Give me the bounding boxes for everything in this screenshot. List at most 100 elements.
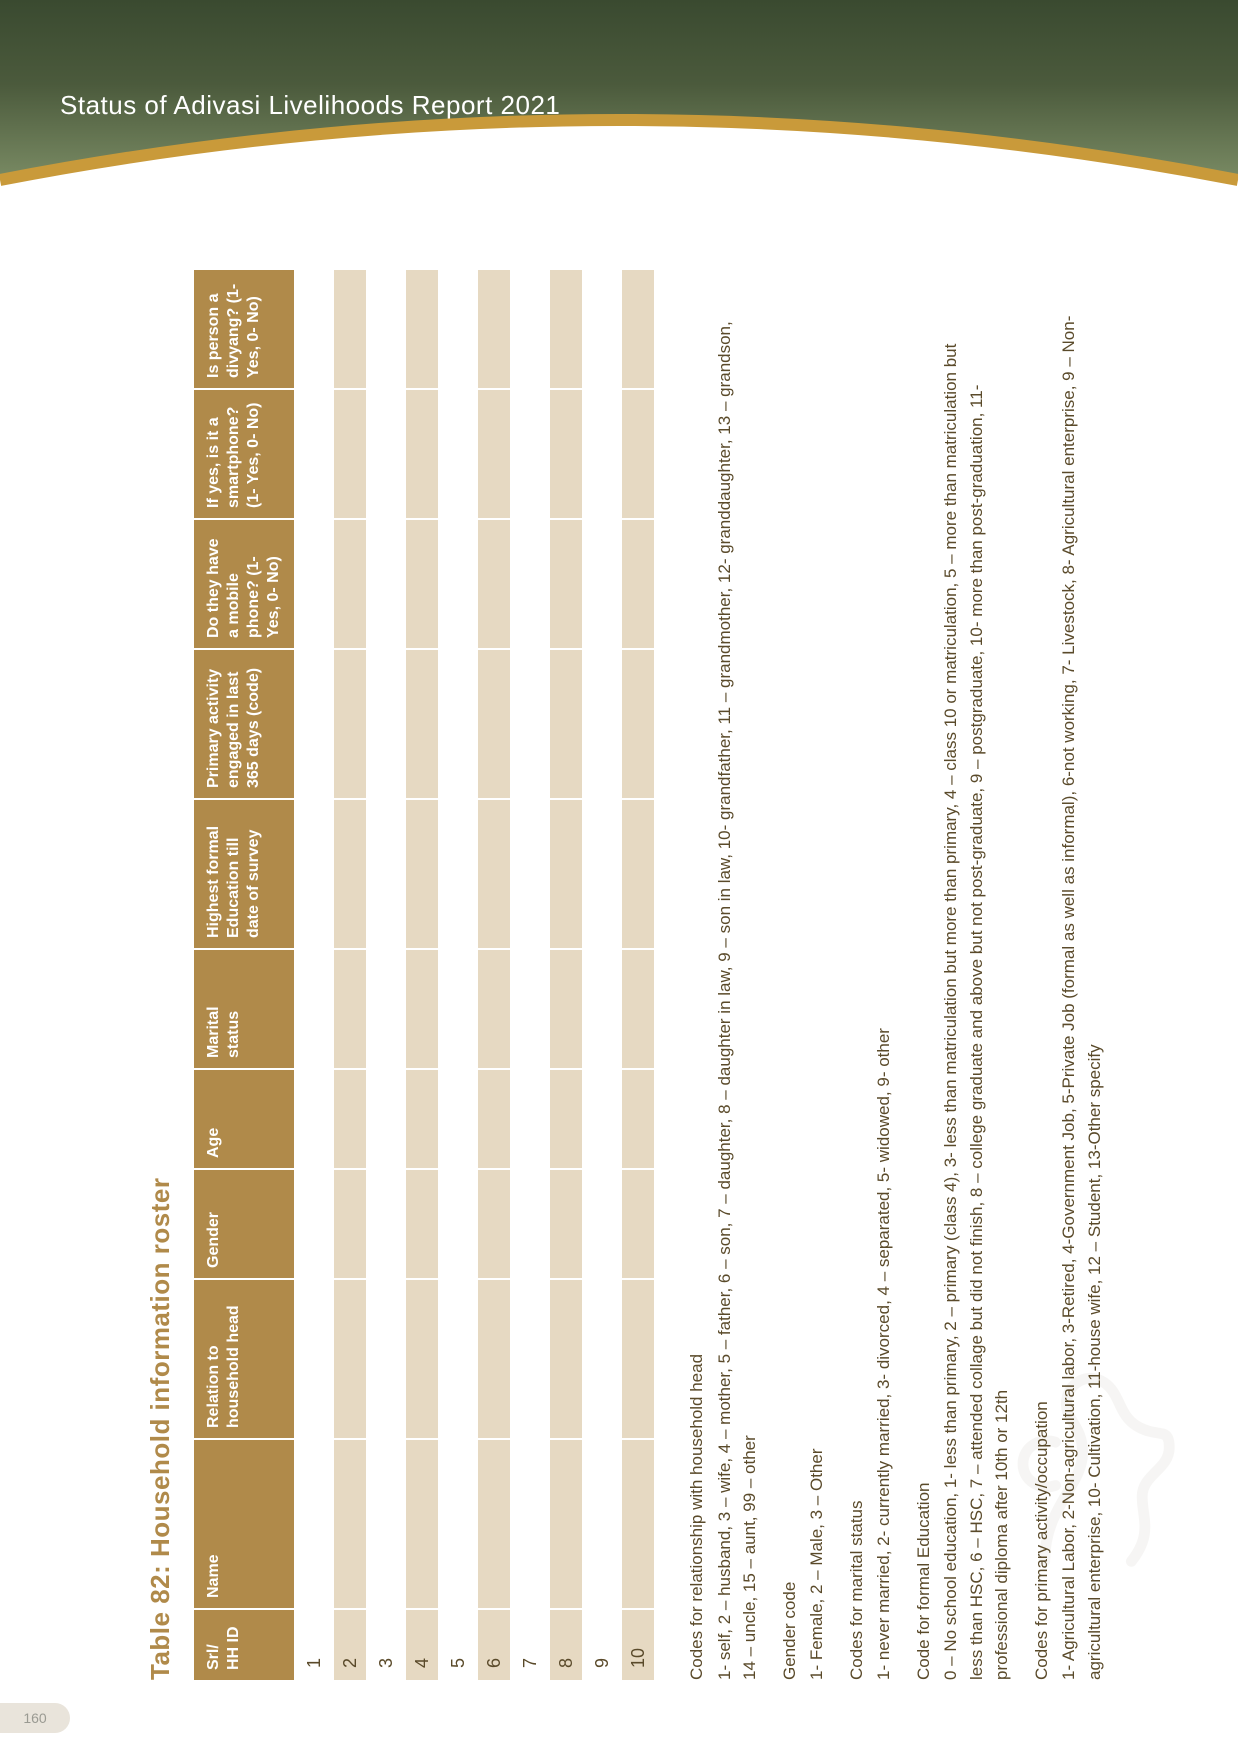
table-cell: 9 [586, 1610, 618, 1680]
table-col-header: Srl/ HH ID [194, 1610, 294, 1680]
table-cell [406, 800, 438, 950]
table-cell [442, 950, 474, 1070]
report-title: Status of Adivasi Livelihoods Report 202… [60, 90, 560, 121]
table-cell [586, 1280, 618, 1440]
table-cell [406, 950, 438, 1070]
table-cell [586, 800, 618, 950]
table-col-header: Name [194, 1440, 294, 1610]
table-row: 2 [334, 270, 366, 1680]
table-cell [334, 390, 366, 520]
table-cell [550, 950, 582, 1070]
table-cell [334, 270, 366, 390]
table-cell [370, 1170, 402, 1280]
rotated-content: Table 82: Household information roster S… [145, 310, 1113, 1680]
table-cell [478, 1070, 510, 1170]
table-col-header: If yes, is it a smartphone? (1- Yes, 0- … [194, 390, 294, 520]
table-cell [406, 1170, 438, 1280]
table-cell [406, 1440, 438, 1610]
codes-gender-title: Gender code [777, 310, 803, 1680]
table-cell [586, 390, 618, 520]
table-cell: 8 [550, 1610, 582, 1680]
table-cell: 3 [370, 1610, 402, 1680]
table-cell [478, 520, 510, 650]
table-cell [442, 390, 474, 520]
table-col-header: Do they have a mobile phone? (1- Yes, 0-… [194, 520, 294, 650]
table-cell [586, 270, 618, 390]
table-col-header: Highest formal Education till date of su… [194, 800, 294, 950]
table-cell [586, 650, 618, 800]
table-title: Table 82: Household information roster [145, 310, 176, 1680]
table-cell [586, 520, 618, 650]
table-row: 1 [298, 270, 330, 1680]
table-cell [622, 950, 654, 1070]
content-area: Table 82: Household information roster S… [145, 310, 1178, 1673]
table-cell [442, 1170, 474, 1280]
table-cell [406, 390, 438, 520]
table-cell [550, 1070, 582, 1170]
codes-relation-text: 1- self, 2 – husband, 3 – wife, 4 – moth… [712, 310, 763, 1680]
table-cell [370, 270, 402, 390]
table-cell [334, 1170, 366, 1280]
table-cell [298, 520, 330, 650]
table-cell [514, 390, 546, 520]
table-cell [334, 650, 366, 800]
table-cell [298, 1070, 330, 1170]
page-number: 160 [0, 1703, 70, 1733]
codes-education-title: Code for formal Education [911, 310, 937, 1680]
page: Status of Adivasi Livelihoods Report 202… [0, 0, 1238, 1763]
table-cell [442, 520, 474, 650]
table-cell [370, 650, 402, 800]
table-cell: 6 [478, 1610, 510, 1680]
table-cell [622, 1170, 654, 1280]
table-header-row: Srl/ HH IDNameRelation to household head… [194, 270, 294, 1680]
table-row: 9 [586, 270, 618, 1680]
table-cell [586, 1070, 618, 1170]
table-cell [334, 1070, 366, 1170]
table-cell [550, 520, 582, 650]
table-cell: 5 [442, 1610, 474, 1680]
table-cell [550, 650, 582, 800]
table-cell: 1 [298, 1610, 330, 1680]
table-cell [442, 1280, 474, 1440]
table-cell [298, 390, 330, 520]
table-cell [514, 270, 546, 390]
codes-relation-title: Codes for relationship with household he… [684, 310, 710, 1680]
table-cell [514, 1070, 546, 1170]
report-header: Status of Adivasi Livelihoods Report 202… [0, 0, 1238, 210]
table-cell [298, 950, 330, 1070]
table-cell [514, 650, 546, 800]
table-cell [550, 800, 582, 950]
table-row: 6 [478, 270, 510, 1680]
table-cell [478, 270, 510, 390]
table-cell: 4 [406, 1610, 438, 1680]
table-cell [406, 1070, 438, 1170]
table-cell [442, 650, 474, 800]
table-cell [298, 1440, 330, 1610]
table-cell [478, 950, 510, 1070]
table-cell [622, 520, 654, 650]
table-cell [370, 800, 402, 950]
table-cell [514, 520, 546, 650]
table-cell [514, 800, 546, 950]
codes-marital-text: 1- never married, 2- currently married, … [871, 310, 897, 1680]
table-cell [550, 1280, 582, 1440]
table-cell [622, 1070, 654, 1170]
table-cell: 10 [622, 1610, 654, 1680]
codes-gender-text: 1- Female, 2 – Male, 3 – Other [804, 310, 830, 1680]
table-cell [586, 1440, 618, 1610]
table-col-header: Gender [194, 1170, 294, 1280]
table-cell [622, 390, 654, 520]
codes-marital-title: Codes for marital status [844, 310, 870, 1680]
table-cell [550, 1170, 582, 1280]
table-cell [514, 1440, 546, 1610]
table-cell [622, 1440, 654, 1610]
table-cell [370, 1280, 402, 1440]
table-head: Srl/ HH IDNameRelation to household head… [194, 270, 294, 1680]
table-col-header: Age [194, 1070, 294, 1170]
table-cell [478, 1170, 510, 1280]
codes-activity-title: Codes for primary activity/occupation [1029, 310, 1055, 1680]
table-cell [586, 1170, 618, 1280]
table-cell [298, 800, 330, 950]
codes-activity-text: 1- Agricultural Labor, 2-Non-agricultura… [1056, 310, 1107, 1680]
table-cell [406, 270, 438, 390]
